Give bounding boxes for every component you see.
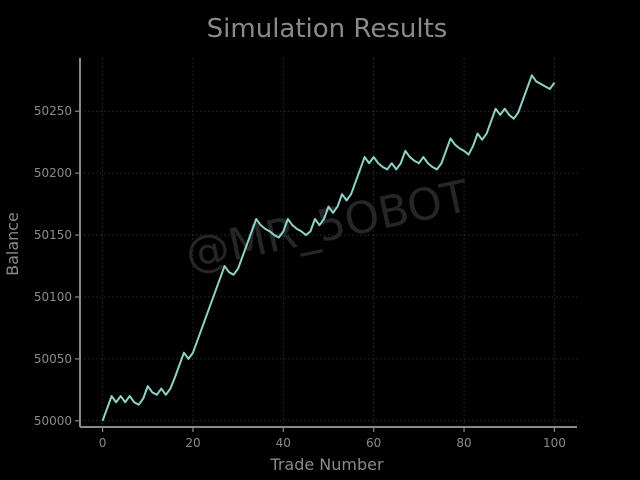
y-tick-label: 50250 (34, 104, 72, 118)
axis-ticks: 0 20 40 60 80 100 50000 50050 50100 50150 50200 502… (34, 104, 566, 450)
y-tick-label: 50200 (34, 166, 72, 180)
x-tick-label: 100 (543, 436, 566, 450)
x-tick-label: 60 (366, 436, 381, 450)
y-tick-label: 50050 (34, 352, 72, 366)
chart-title: Simulation Results (207, 14, 448, 44)
watermark: @MR_5OBOT (181, 171, 474, 281)
balance-line (101, 74, 556, 422)
x-tick-label: 0 (99, 436, 107, 450)
x-tick-label: 20 (185, 436, 200, 450)
x-tick-label: 40 (276, 436, 291, 450)
x-axis-label: Trade Number (269, 455, 384, 474)
y-tick-label: 50100 (34, 290, 72, 304)
y-tick-label: 50000 (34, 414, 72, 428)
y-axis-label: Balance (3, 212, 22, 276)
x-tick-label: 80 (456, 436, 471, 450)
y-tick-label: 50150 (34, 228, 72, 242)
grid (80, 58, 577, 427)
